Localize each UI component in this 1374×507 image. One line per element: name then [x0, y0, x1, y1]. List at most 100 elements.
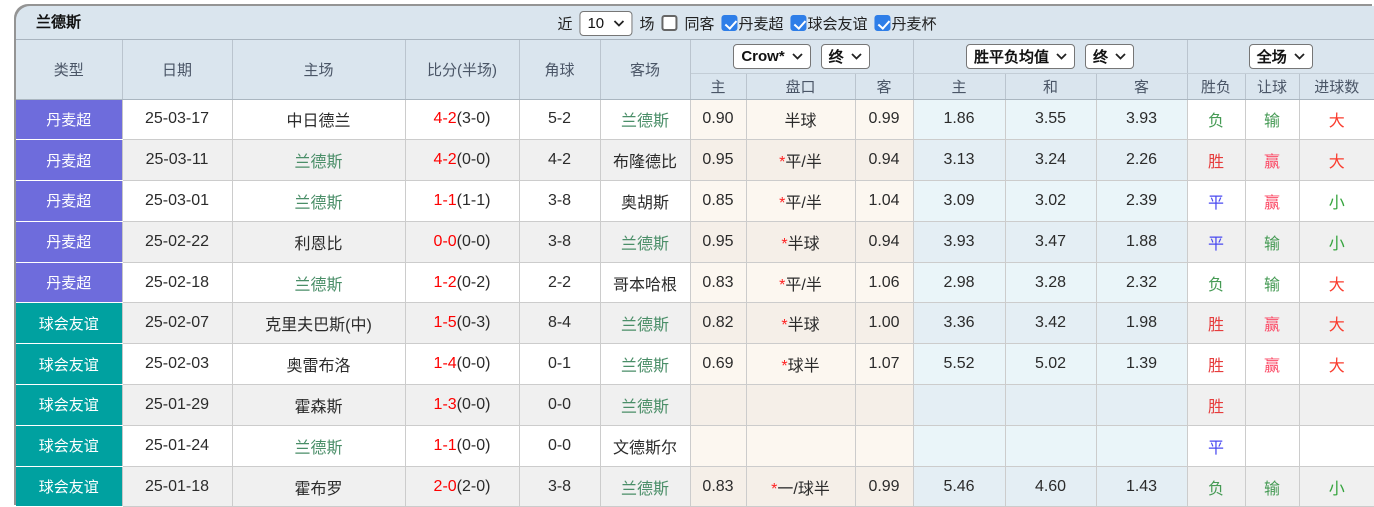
match-row: 球会友谊 25-01-29 霍森斯 1-3(0-0) 0-0 兰德斯 胜 [16, 384, 1374, 426]
full-score: 2-0 [433, 477, 457, 495]
toolbar: 兰德斯 近 10 场 同客 丹麦超 球会友谊 丹麦杯 [16, 6, 1374, 40]
away-team: 兰德斯 [600, 221, 691, 263]
goals-result: 小 [1299, 221, 1374, 263]
avg-group-header: 胜平负均值 终 [913, 40, 1188, 74]
filter-checkbox-friendly[interactable] [790, 15, 807, 31]
avg-away-odds [1096, 425, 1188, 467]
full-score: 1-3 [433, 395, 457, 413]
filter-label-super: 丹麦超 [738, 15, 784, 33]
home-team: 兰德斯 [232, 425, 406, 467]
avg-away-odds [1096, 384, 1188, 426]
away-team: 奥胡斯 [600, 180, 691, 222]
odds-away: 0.94 [855, 139, 914, 182]
odds-away: 1.07 [855, 343, 914, 386]
filter-checkbox-cup[interactable] [874, 15, 891, 31]
goals-result [1299, 384, 1374, 426]
recent-count-select[interactable]: 10 [579, 10, 633, 36]
match-row: 丹麦超 25-03-11 兰德斯 4-2(0-0) 4-2 布隆德比 0.95 … [16, 139, 1374, 182]
full-score: 1-4 [433, 355, 457, 373]
match-date: 25-02-18 [122, 262, 233, 304]
match-result: 平 [1187, 425, 1246, 467]
handicap-star: * [781, 317, 788, 335]
avg-time-select[interactable]: 终 [1085, 43, 1135, 69]
handicap-result: 输 [1245, 99, 1300, 141]
match-result: 平 [1187, 221, 1246, 263]
avg-away-odds: 1.98 [1096, 302, 1188, 345]
odds-company-select[interactable]: Crow* [733, 43, 811, 69]
odds-time-value: 终 [828, 48, 844, 66]
handicap-result: 赢 [1245, 343, 1300, 386]
away-team: 哥本哈根 [600, 262, 691, 304]
home-team: 兰德斯 [232, 262, 406, 304]
avg-home-odds: 2.98 [913, 262, 1006, 304]
match-date: 25-01-24 [122, 425, 233, 467]
match-date: 25-03-11 [122, 139, 233, 182]
home-team: 中日德兰 [232, 99, 406, 141]
subcol-odds-home: 主 [690, 73, 747, 100]
league-badge: 丹麦超 [16, 139, 123, 182]
match-date: 25-02-07 [122, 302, 233, 345]
half-score: (0-3) [456, 314, 491, 332]
odds-home [690, 384, 747, 426]
odds-company-value: Crow* [741, 47, 785, 65]
handicap-star: * [779, 276, 786, 294]
odds-away [855, 425, 914, 467]
handicap-result: 输 [1245, 221, 1300, 263]
filter-group-friendly: 球会友谊 [790, 13, 868, 34]
match-result: 胜 [1187, 139, 1246, 182]
avg-type-select[interactable]: 胜平负均值 [966, 43, 1076, 69]
avg-home-odds [913, 384, 1006, 426]
odds-time-select[interactable]: 终 [820, 43, 870, 69]
half-score: (0-2) [456, 273, 491, 291]
filter-group-super: 丹麦超 [721, 13, 784, 34]
league-badge: 球会友谊 [16, 302, 123, 345]
goals-result [1299, 425, 1374, 467]
avg-draw-odds: 3.28 [1005, 262, 1097, 304]
odds-home: 0.95 [690, 139, 747, 182]
avg-type-value: 胜平负均值 [974, 48, 1050, 66]
match-result: 负 [1187, 262, 1246, 304]
same-away-label: 同客 [684, 15, 715, 33]
away-team: 兰德斯 [600, 466, 691, 507]
corner-score: 3-8 [519, 466, 601, 507]
match-result: 平 [1187, 180, 1246, 222]
odds-away: 0.99 [855, 466, 914, 507]
half-score: (0-0) [456, 151, 491, 169]
home-team: 霍布罗 [232, 466, 406, 507]
handicap-result: 赢 [1245, 139, 1300, 182]
match-row: 丹麦超 25-03-01 兰德斯 1-1(1-1) 3-8 奥胡斯 0.85 *… [16, 180, 1374, 222]
away-team: 兰德斯 [600, 99, 691, 141]
odds-home [690, 425, 747, 467]
scope-select[interactable]: 全场 [1248, 43, 1313, 69]
away-team: 兰德斯 [600, 302, 691, 345]
avg-home-odds: 1.86 [913, 99, 1006, 141]
match-date: 25-02-03 [122, 343, 233, 386]
match-row: 球会友谊 25-02-03 奥雷布洛 1-4(0-0) 0-1 兰德斯 0.69… [16, 343, 1374, 386]
team-title: 兰德斯 [36, 14, 82, 31]
odds-home: 0.69 [690, 343, 747, 386]
full-score: 4-2 [433, 151, 457, 169]
away-team: 兰德斯 [600, 343, 691, 386]
odds-home: 0.83 [690, 262, 747, 304]
subcol-odds-away: 客 [855, 73, 914, 100]
corner-score: 3-8 [519, 221, 601, 263]
odds-home: 0.95 [690, 221, 747, 263]
match-date: 25-03-01 [122, 180, 233, 222]
col-header-date: 日期 [122, 40, 233, 100]
subcol-handicap-result: 让球 [1245, 73, 1300, 100]
handicap-result [1245, 384, 1300, 426]
avg-away-odds: 3.93 [1096, 99, 1188, 141]
avg-home-odds: 3.36 [913, 302, 1006, 345]
col-header-type: 类型 [16, 40, 123, 100]
corner-score: 0-1 [519, 343, 601, 386]
match-result: 负 [1187, 99, 1246, 141]
goals-result: 大 [1299, 262, 1374, 304]
filter-checkbox-super[interactable] [721, 15, 738, 31]
half-score: (0-0) [456, 232, 491, 250]
avg-time-value: 终 [1093, 48, 1109, 66]
avg-home-odds: 5.52 [913, 343, 1006, 386]
match-row: 丹麦超 25-02-18 兰德斯 1-2(0-2) 2-2 哥本哈根 0.83 … [16, 262, 1374, 304]
avg-draw-odds: 5.02 [1005, 343, 1097, 386]
handicap-label: 一/球半 [777, 480, 830, 498]
same-away-checkbox[interactable] [661, 15, 678, 31]
